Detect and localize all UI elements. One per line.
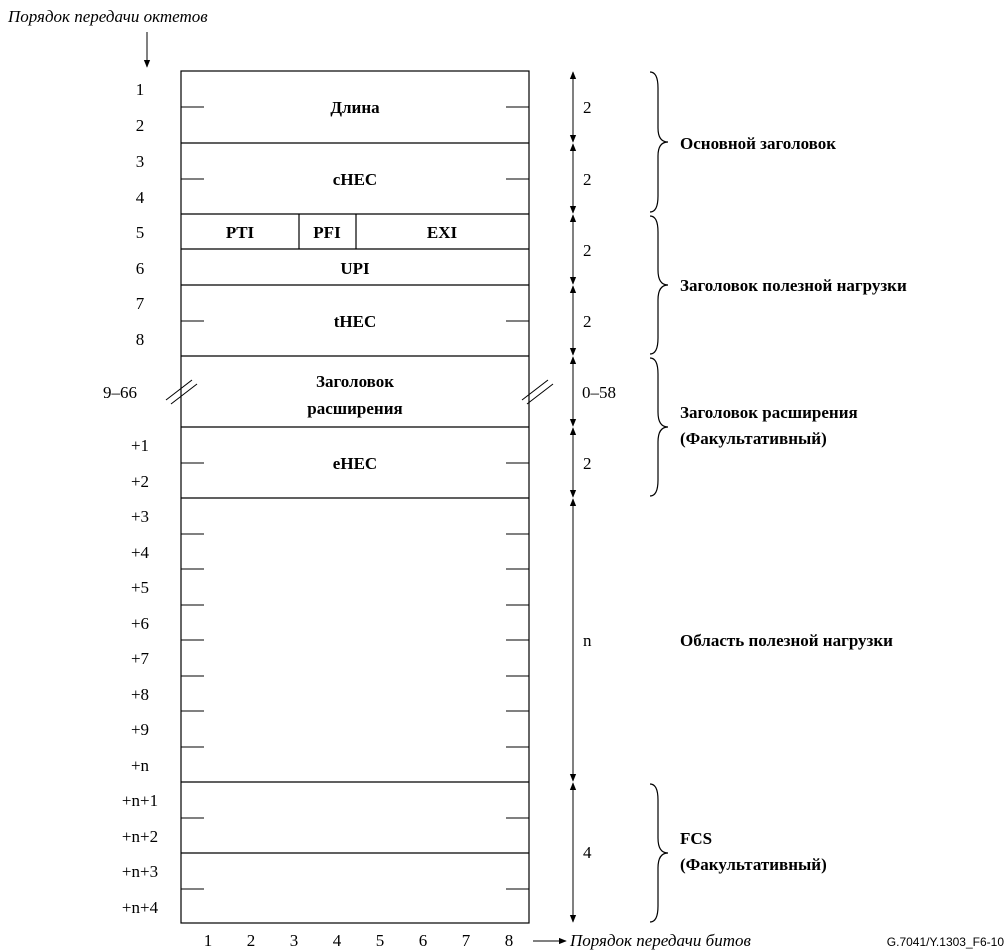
row-label: +6 <box>131 614 149 633</box>
brace-fcs <box>649 783 669 923</box>
row-label: 7 <box>136 294 145 313</box>
row-label: 8 <box>136 330 145 349</box>
row-labels: 1 2 3 4 5 6 7 8 9–66 +1 +2 +3 +4 +5 +6 +… <box>103 80 159 917</box>
frame-outline <box>180 70 530 924</box>
octet-order-label: Порядок передачи октетов <box>7 7 208 26</box>
brace-core-header <box>649 71 669 213</box>
row-label: +4 <box>131 543 150 562</box>
row-label: 9–66 <box>103 383 137 402</box>
row-label: +1 <box>131 436 149 455</box>
bit-label: 1 <box>204 931 213 950</box>
size-label: n <box>583 631 592 650</box>
brace-ext-header <box>649 357 669 497</box>
field-dividers <box>181 142 529 854</box>
size-label: 4 <box>583 843 592 862</box>
row-label: 3 <box>136 152 145 171</box>
row-label: 5 <box>136 223 145 242</box>
field-length: Длина <box>330 98 380 117</box>
row-label: +7 <box>131 649 150 668</box>
field-thec: tHEC <box>334 312 377 331</box>
field-pti: PTI <box>226 223 255 242</box>
bit-label: 4 <box>333 931 342 950</box>
bit-label: 6 <box>419 931 428 950</box>
size-label: 2 <box>583 454 592 473</box>
row-label: +3 <box>131 507 149 526</box>
size-label: 2 <box>583 170 592 189</box>
field-ehec: eHEC <box>333 454 377 473</box>
group-fcs-line2: (Факультативный) <box>680 855 827 874</box>
bit-label: 5 <box>376 931 385 950</box>
field-pfi: PFI <box>313 223 341 242</box>
row-label: 6 <box>136 259 145 278</box>
size-label: 2 <box>583 241 592 260</box>
row-label: +n+4 <box>122 898 159 917</box>
bit-label: 7 <box>462 931 471 950</box>
brace-payload-header <box>649 215 669 355</box>
break-marks <box>165 379 554 405</box>
row-label: +9 <box>131 720 149 739</box>
bit-label: 3 <box>290 931 299 950</box>
field-exi: EXI <box>427 223 458 242</box>
size-label: 2 <box>583 312 592 331</box>
row-label: 2 <box>136 116 145 135</box>
group-fcs-line1: FCS <box>680 829 712 848</box>
row-label: +n <box>131 756 150 775</box>
row-label: +n+1 <box>122 791 158 810</box>
row-label: 4 <box>136 188 145 207</box>
group-ext-header-line2: (Факультативный) <box>680 429 827 448</box>
row-label: 1 <box>136 80 145 99</box>
field-ext-header-line2: расширения <box>307 399 402 418</box>
row-label: +2 <box>131 472 149 491</box>
figure-id: G.7041/Y.1303_F6-10 <box>887 935 1005 949</box>
size-labels: 2 2 2 2 0–58 2 n 4 <box>582 98 616 862</box>
field-chec: cHEC <box>333 170 377 189</box>
bit-labels: 1 2 3 4 5 6 7 8 <box>204 931 514 950</box>
bit-label: 2 <box>247 931 256 950</box>
field-ext-header-line1: Заголовок <box>316 372 394 391</box>
group-core-header: Основной заголовок <box>680 134 836 153</box>
group-braces <box>649 71 669 923</box>
group-payload-area: Область полезной нагрузки <box>680 631 893 650</box>
row-label: +5 <box>131 578 149 597</box>
row-label: +8 <box>131 685 149 704</box>
bit-order-label: Порядок передачи битов <box>569 931 751 950</box>
row-label: +n+3 <box>122 862 158 881</box>
group-payload-header: Заголовок полезной нагрузки <box>680 276 907 295</box>
row-label: +n+2 <box>122 827 158 846</box>
field-upi: UPI <box>340 259 370 278</box>
bit-label: 8 <box>505 931 514 950</box>
group-ext-header-line1: Заголовок расширения <box>680 403 858 422</box>
size-label: 0–58 <box>582 383 616 402</box>
size-label: 2 <box>583 98 592 117</box>
octet-ticks <box>181 106 529 890</box>
